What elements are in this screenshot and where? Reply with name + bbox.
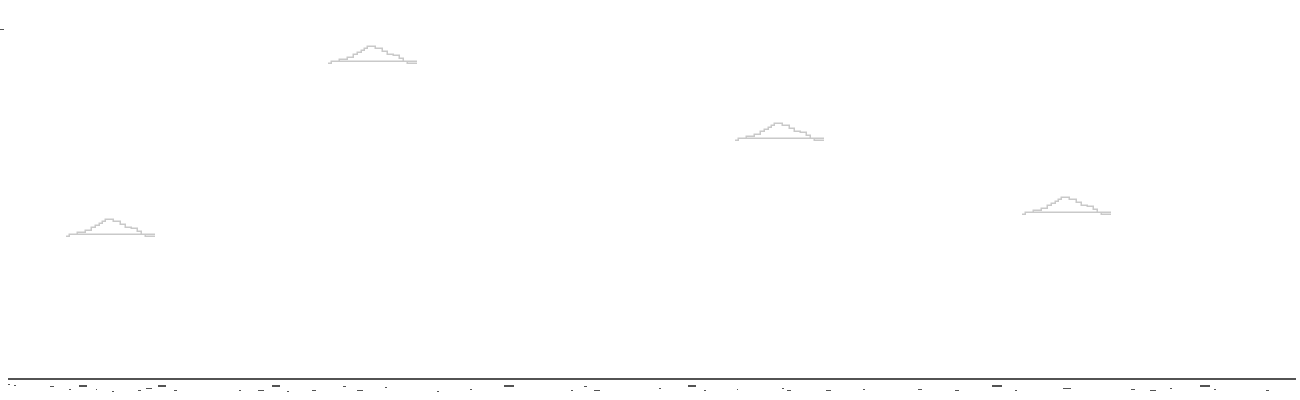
ground-speck xyxy=(1214,389,1216,390)
ground-speck xyxy=(272,385,280,387)
ground-speck xyxy=(992,385,1002,387)
ground-line xyxy=(8,378,1296,380)
ground-speck xyxy=(69,389,71,390)
ground-speck xyxy=(787,390,791,391)
ground-speck xyxy=(312,390,316,391)
ground-speck xyxy=(174,390,177,391)
ground-speck xyxy=(437,391,439,392)
ground-speck xyxy=(688,385,696,387)
ground-speck xyxy=(1170,388,1172,389)
ground-texture xyxy=(8,384,1269,392)
cloud-icon xyxy=(1021,187,1113,215)
ground-speck xyxy=(504,385,514,387)
ground-speck xyxy=(287,391,289,392)
ground-speck xyxy=(239,390,241,391)
ground-speck xyxy=(782,388,784,389)
ground-speck xyxy=(146,388,152,389)
ground-speck xyxy=(138,390,141,391)
ground-speck xyxy=(1200,385,1210,387)
ground-speck xyxy=(1266,390,1269,391)
ground-speck xyxy=(357,390,363,391)
ground-speck xyxy=(470,389,472,390)
ground-speck xyxy=(863,389,865,390)
ground-speck xyxy=(737,389,738,390)
ground-speck xyxy=(343,386,346,387)
ground-speck xyxy=(918,389,922,390)
ground-speck xyxy=(1131,389,1135,390)
ground-speck xyxy=(955,390,959,391)
ground-speck xyxy=(704,390,706,391)
ground-speck xyxy=(584,386,587,387)
ground-speck xyxy=(571,390,573,391)
edge-marker xyxy=(0,29,4,30)
ground-speck xyxy=(50,386,54,387)
ground-speck xyxy=(96,389,97,390)
ground-speck xyxy=(14,385,16,386)
ground-speck xyxy=(594,390,600,391)
cloud-icon xyxy=(327,36,419,64)
ground-speck xyxy=(826,390,831,391)
ground-speck xyxy=(79,385,87,387)
ground-speck xyxy=(1015,390,1017,391)
cloud-icon xyxy=(65,209,157,237)
ground-speck xyxy=(385,387,387,388)
ground-speck xyxy=(1150,390,1156,391)
ground-speck xyxy=(1063,388,1071,389)
ground-speck xyxy=(158,385,166,387)
ground-speck xyxy=(258,390,264,391)
cloud-icon xyxy=(734,113,826,141)
ground-speck xyxy=(8,384,10,385)
ground-speck xyxy=(659,388,661,389)
ground-speck xyxy=(112,391,114,392)
